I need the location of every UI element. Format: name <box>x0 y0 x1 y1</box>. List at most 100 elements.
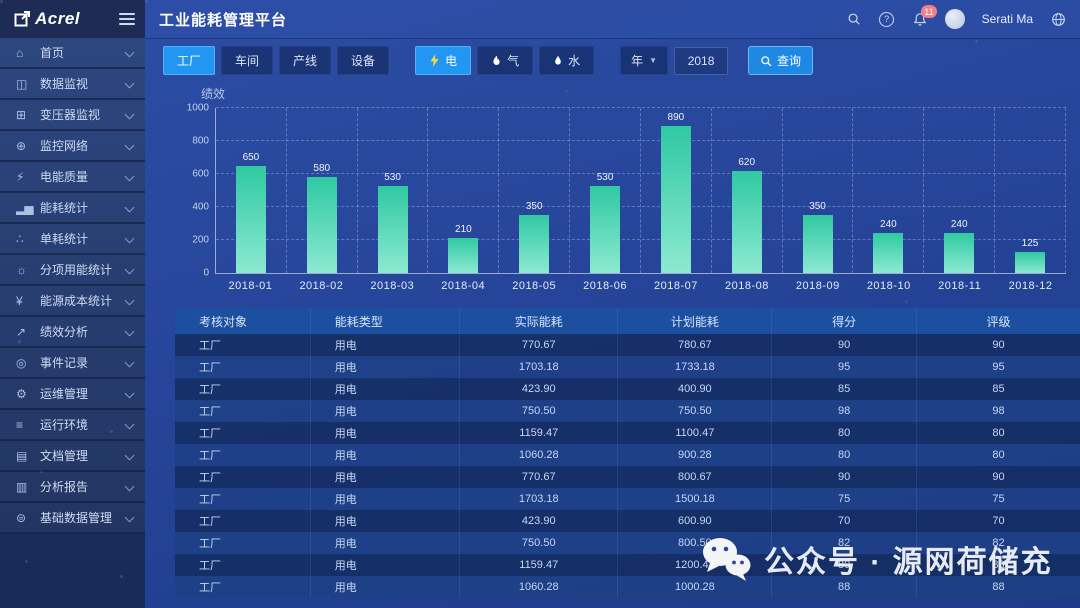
table-cell: 70 <box>772 510 918 532</box>
sidebar-item-12[interactable]: ⚙ 运维管理 <box>0 379 145 410</box>
sidebar-item-5[interactable]: ⚡ 电能质量 <box>0 162 145 193</box>
chart-bar-cell: 350 <box>783 108 854 273</box>
sidebar-item-9[interactable]: ¥ 能源成本统计 <box>0 286 145 317</box>
sidebar-item-16[interactable]: ⊜ 基础数据管理 <box>0 503 145 534</box>
table-cell: 90 <box>992 339 1005 351</box>
chart-bar <box>377 185 408 273</box>
avatar[interactable] <box>944 9 965 29</box>
sidebar-item-3[interactable]: ⊞ 变压器监视 <box>0 100 145 131</box>
chevron-down-icon <box>124 171 135 182</box>
sidebar-item-1[interactable]: ⌂ 首页 <box>0 38 145 69</box>
table-cell: 工厂 <box>175 334 311 356</box>
table-cell: 88 <box>772 576 918 598</box>
sidebar-item-7[interactable]: ∴ 单耗统计 <box>0 224 145 255</box>
sidebar-item-label: 首页 <box>40 46 65 60</box>
table-header-cell: 评级 <box>917 308 1080 334</box>
table-row: 工厂 用电 423.90 400.90 85 85 <box>175 378 1080 400</box>
year-input[interactable] <box>674 46 729 75</box>
sidebar-item-label: 运行环境 <box>40 418 89 432</box>
query-button[interactable]: 查询 <box>748 46 814 75</box>
language-globe-icon[interactable] <box>1050 11 1066 27</box>
scope-tab-3[interactable]: 产线 <box>279 46 332 75</box>
scope-tab-4[interactable]: 设备 <box>337 46 390 75</box>
sidebar-item-label: 数据监视 <box>40 77 89 91</box>
chevron-down-icon <box>124 357 135 368</box>
table-row: 工厂 用电 1159.47 1200.47 80 80 <box>175 554 1080 576</box>
sidebar-item-6[interactable]: ▂▅ 能耗统计 <box>0 193 145 224</box>
table-cell: 423.90 <box>460 378 619 400</box>
table-row: 工厂 用电 1703.18 1500.18 75 75 <box>175 488 1080 510</box>
table-row: 工厂 用电 1703.18 1733.18 95 95 <box>175 356 1080 378</box>
bar-value-label: 350 <box>809 201 826 213</box>
table-cell: 1703.18 <box>460 488 619 510</box>
sidebar-item-11[interactable]: ◎ 事件记录 <box>0 348 145 379</box>
chart-bar <box>448 238 479 273</box>
scope-tab-2[interactable]: 车间 <box>221 46 274 75</box>
caret-down-icon: ▼ <box>649 56 658 65</box>
sidebar-item-2[interactable]: ◫ 数据监视 <box>0 69 145 100</box>
document-management-icon: ▤ <box>16 448 27 463</box>
scope-tab-label: 设备 <box>351 54 376 68</box>
table-cell: 80 <box>772 554 918 576</box>
subitem-energy-icon: ☼ <box>16 262 27 277</box>
sidebar-item-14[interactable]: ▤ 文档管理 <box>0 441 145 472</box>
year-select[interactable]: 年 ▼ <box>620 46 669 75</box>
column-label: 计划能耗 <box>670 314 719 329</box>
sidebar-item-8[interactable]: ☼ 分项用能统计 <box>0 255 145 286</box>
bar-value-label: 620 <box>738 156 756 168</box>
energy-tab-drop[interactable]: 水 <box>539 46 595 75</box>
scope-tab-1[interactable]: 工厂 <box>163 46 216 75</box>
flame-icon <box>491 54 502 67</box>
table-cell: 90 <box>772 466 918 488</box>
gridline <box>216 107 1066 108</box>
sidebar-item-13[interactable]: ≡ 运行环境 <box>0 410 145 441</box>
help-icon[interactable]: ? <box>879 11 895 27</box>
table-cell: 85 <box>992 383 1005 395</box>
chevron-down-icon <box>124 233 135 244</box>
bar-value-label: 240 <box>950 219 968 231</box>
table-cell: 98 <box>772 400 918 422</box>
table-cell: 1159.47 <box>460 422 619 444</box>
sidebar-item-label: 运维管理 <box>40 387 89 401</box>
scope-tabs: 工厂 车间 产线 设备 <box>163 46 390 75</box>
search-icon[interactable] <box>846 11 862 27</box>
table-cell: 工厂 <box>175 466 311 488</box>
power-quality-icon: ⚡ <box>16 169 24 184</box>
table-cell: 75 <box>992 493 1005 505</box>
table-row: 工厂 用电 750.50 800.50 82 82 <box>175 532 1080 554</box>
sidebar-item-10[interactable]: ↗ 绩效分析 <box>0 317 145 348</box>
app-logo[interactable]: Acrel <box>14 9 119 29</box>
bar-value-label: 350 <box>525 201 543 213</box>
energy-tab-bolt[interactable]: 电 <box>415 46 472 75</box>
x-tick-label: 2018-01 <box>228 280 273 292</box>
energy-tabs: 电气水 <box>415 46 595 75</box>
drop-icon <box>553 54 563 67</box>
energy-tab-flame[interactable]: 气 <box>477 46 534 75</box>
top-header: 工业能耗管理平台 ? 11 Serati Ma <box>145 0 1080 38</box>
table-cell: 423.90 <box>460 510 619 532</box>
table-cell: 750.50 <box>460 400 619 422</box>
logo-bar: Acrel <box>0 0 145 38</box>
scope-tab-label: 产线 <box>293 54 318 68</box>
gridline <box>216 206 1066 207</box>
table-cell: 工厂 <box>175 488 311 510</box>
username[interactable]: Serati Ma <box>981 12 1033 26</box>
table-cell: 用电 <box>311 378 461 400</box>
sidebar-item-4[interactable]: ⊕ 监控网络 <box>0 131 145 162</box>
sidebar-item-label: 分项用能统计 <box>40 263 113 277</box>
chart-bar-cell: 530 <box>358 108 429 273</box>
table-cell: 1500.18 <box>618 488 773 510</box>
chart-bar <box>944 233 975 273</box>
bell-icon[interactable]: 11 <box>912 5 937 27</box>
table-cell: 1060.28 <box>460 444 619 466</box>
x-tick-label: 2018-02 <box>299 280 344 292</box>
x-tick-label: 2018-03 <box>370 280 415 292</box>
scope-tab-label: 工厂 <box>177 54 202 68</box>
table-cell: 用电 <box>311 532 461 554</box>
performance-analysis-icon: ↗ <box>16 324 26 339</box>
unit-consumption-icon: ∴ <box>16 231 24 246</box>
sidebar-item-15[interactable]: ▥ 分析报告 <box>0 472 145 503</box>
table-cell: 90 <box>992 471 1005 483</box>
table-cell: 780.67 <box>618 334 773 356</box>
menu-collapse-icon[interactable] <box>119 13 135 25</box>
